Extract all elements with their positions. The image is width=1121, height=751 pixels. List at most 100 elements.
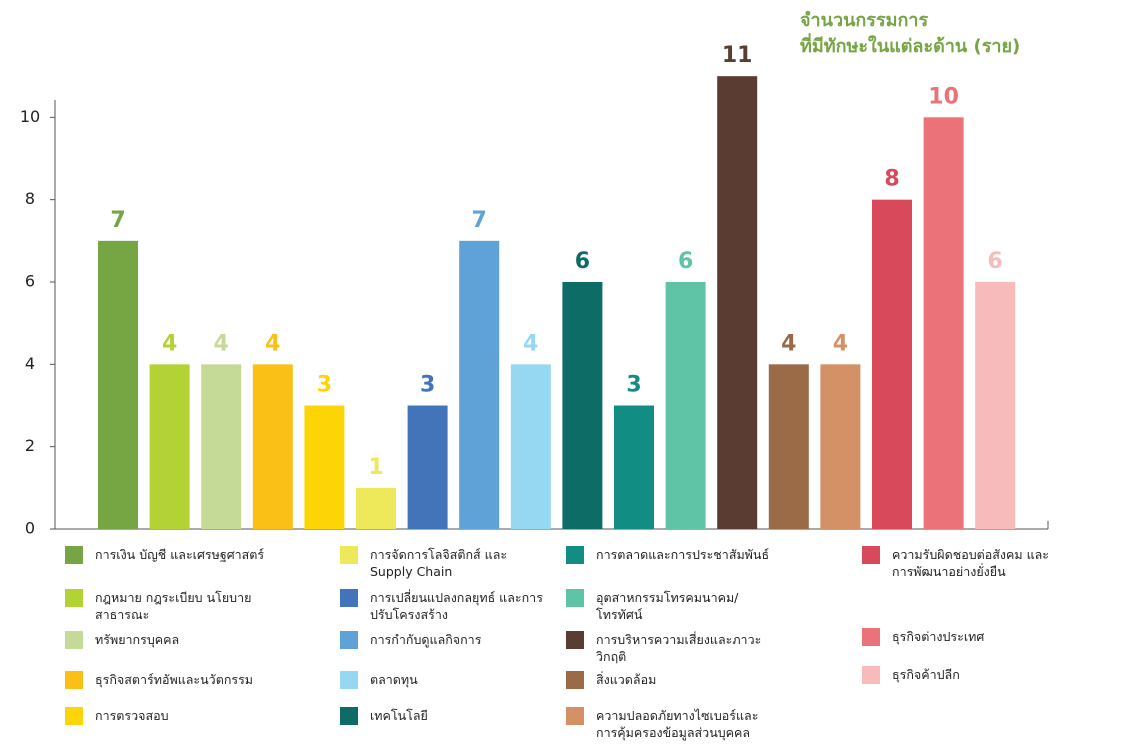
value-label: 6 xyxy=(988,249,1003,274)
legend-label: ตลาดทุน xyxy=(370,672,418,687)
legend-item: การกำกับดูแลกิจการ xyxy=(340,631,560,649)
legend-label: เทคโนโลยี xyxy=(370,708,428,723)
legend-item: การเงิน บัญชี และเศรษฐศาสตร์ xyxy=(65,546,285,564)
legend-item: การตรวจสอบ xyxy=(65,707,285,725)
value-label: 4 xyxy=(162,331,177,356)
value-label: 3 xyxy=(317,373,332,398)
bar xyxy=(665,282,706,529)
value-label: 4 xyxy=(265,331,280,356)
legend-item: การบริหารความเสี่ยงและภาวะวิกฤติ xyxy=(566,631,786,665)
legend-swatch xyxy=(566,671,584,689)
legend-label: การเปลี่ยนแปลงกลยุทธ์ และการปรับโครงสร้า… xyxy=(370,590,543,622)
legend-swatch xyxy=(862,628,880,646)
legend-swatch xyxy=(862,666,880,684)
legend-item: การจัดการโลจิสติกส์ และ Supply Chain xyxy=(340,546,560,580)
bar xyxy=(356,487,396,529)
bar xyxy=(614,405,654,529)
value-label: 4 xyxy=(781,331,796,356)
value-label: 4 xyxy=(214,331,229,356)
legend-item: การตลาดและการประชาสัมพันธ์ xyxy=(566,546,786,564)
value-label: 8 xyxy=(884,167,899,192)
value-label: 11 xyxy=(722,43,753,68)
y-tick-label: 8 xyxy=(25,189,35,208)
legend-label: การบริหารความเสี่ยงและภาวะวิกฤติ xyxy=(596,632,762,664)
bar xyxy=(98,240,138,530)
legend-label: การตรวจสอบ xyxy=(95,708,169,723)
legend-label: กฎหมาย กฎระเบียบ นโยบายสาธารณะ xyxy=(95,590,252,622)
legend-swatch xyxy=(65,546,83,564)
legend-item: ธุรกิจค้าปลีก xyxy=(862,666,1062,684)
legend-item: ธุรกิจต่างประเทศ xyxy=(862,628,1062,646)
legend-item: ทรัพยากรบุคคล xyxy=(65,631,285,649)
value-label: 3 xyxy=(420,373,435,398)
value-label: 1 xyxy=(368,455,383,480)
legend-item: ธุรกิจสตาร์ทอัพและนวัตกรรม xyxy=(65,671,285,689)
legend-label: สิ่งแวดล้อม xyxy=(596,672,657,687)
chart-title: จำนวนกรรมการ ที่มีทักษะในแต่ละด้าน (ราย) xyxy=(800,8,1020,60)
bar xyxy=(252,364,293,529)
bar xyxy=(975,282,1016,529)
legend-item: ตลาดทุน xyxy=(340,671,560,689)
legend-item: สิ่งแวดล้อม xyxy=(566,671,786,689)
y-tick-label: 2 xyxy=(25,436,35,455)
legend-item: อุตสาหกรรมโทรคมนาคม/โทรทัศน์ xyxy=(566,589,786,623)
legend-item: เทคโนโลยี xyxy=(340,707,560,725)
legend-swatch xyxy=(340,671,358,689)
legend-swatch xyxy=(65,589,83,607)
legend-item: การเปลี่ยนแปลงกลยุทธ์ และการปรับโครงสร้า… xyxy=(340,589,560,623)
legend-swatch xyxy=(340,589,358,607)
legend-swatch xyxy=(65,671,83,689)
bar xyxy=(304,405,345,529)
value-label: 7 xyxy=(110,208,125,233)
legend-swatch xyxy=(65,631,83,649)
title-line: จำนวนกรรมการ xyxy=(800,10,929,31)
legend-label: ธุรกิจต่างประเทศ xyxy=(892,629,985,644)
legend-swatch xyxy=(566,546,584,564)
legend-label: ทรัพยากรบุคคล xyxy=(95,632,180,647)
legend-label: อุตสาหกรรมโทรคมนาคม/โทรทัศน์ xyxy=(596,590,739,622)
bar xyxy=(562,282,603,529)
legend-swatch xyxy=(340,631,358,649)
bar xyxy=(923,117,964,529)
legend-item: ความรับผิดชอบต่อสังคม และการพัฒนาอย่างยั… xyxy=(862,546,1062,580)
legend-item: ความปลอดภัยทางไซเบอร์และ การคุ้มครองข้อม… xyxy=(566,707,786,741)
bar xyxy=(459,240,500,530)
legend-swatch xyxy=(340,707,358,725)
legend-label: ธุรกิจค้าปลีก xyxy=(892,667,960,682)
value-label: 4 xyxy=(833,331,848,356)
legend-swatch xyxy=(566,631,584,649)
legend-label: การจัดการโลจิสติกส์ และ Supply Chain xyxy=(370,547,508,579)
value-label: 6 xyxy=(678,249,693,274)
legend-swatch xyxy=(566,589,584,607)
legend-label: ความปลอดภัยทางไซเบอร์และ การคุ้มครองข้อม… xyxy=(596,708,759,740)
value-label: 6 xyxy=(575,249,590,274)
legend-label: การเงิน บัญชี และเศรษฐศาสตร์ xyxy=(95,547,265,562)
bar xyxy=(717,76,758,530)
bar xyxy=(510,364,551,529)
legend-swatch xyxy=(862,546,880,564)
value-label: 4 xyxy=(523,331,538,356)
value-label: 10 xyxy=(928,84,959,109)
bar xyxy=(820,364,861,529)
legend-label: ความรับผิดชอบต่อสังคม และการพัฒนาอย่างยั… xyxy=(892,547,1050,579)
y-tick-label: 0 xyxy=(25,519,35,538)
bar xyxy=(149,364,190,529)
bar xyxy=(872,199,912,529)
bar xyxy=(407,405,448,529)
bar xyxy=(768,364,809,529)
legend-label: การตลาดและการประชาสัมพันธ์ xyxy=(596,547,770,562)
value-label: 7 xyxy=(472,208,487,233)
y-tick-label: 4 xyxy=(25,354,35,373)
legend-item: กฎหมาย กฎระเบียบ นโยบายสาธารณะ xyxy=(65,589,285,623)
value-label: 3 xyxy=(626,373,641,398)
y-tick-label: 6 xyxy=(25,272,35,291)
y-tick-label: 10 xyxy=(20,107,40,126)
bar xyxy=(201,364,242,529)
legend-label: ธุรกิจสตาร์ทอัพและนวัตกรรม xyxy=(95,672,254,687)
legend-swatch xyxy=(566,707,584,725)
legend-label: การกำกับดูแลกิจการ xyxy=(370,632,482,647)
legend-swatch xyxy=(65,707,83,725)
legend-swatch xyxy=(340,546,358,564)
